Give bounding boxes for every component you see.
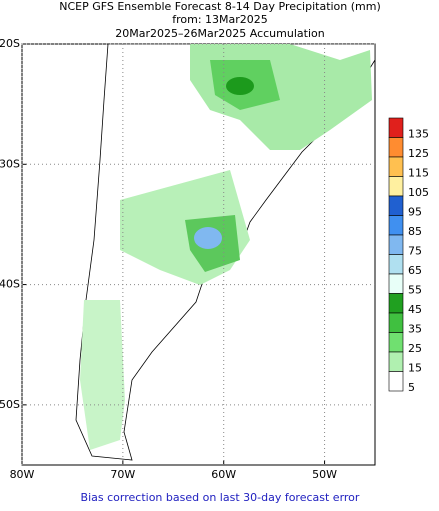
lat-label: 30S	[0, 157, 20, 170]
subtitle: from: 13Mar2025	[172, 13, 268, 26]
rain-area	[80, 300, 125, 450]
colorbar-label: 125	[408, 147, 429, 160]
colorbar-label: 95	[408, 206, 422, 219]
lat-label: 40S	[0, 278, 20, 291]
colorbar-label: 5	[408, 381, 415, 394]
period: 20Mar2025–26Mar2025 Accumulation	[115, 27, 324, 40]
colorbar-label: 135	[408, 128, 429, 141]
colorbar-label: 105	[408, 186, 429, 199]
colorbar-label: 15	[408, 362, 422, 375]
colorbar-label: 115	[408, 167, 429, 180]
lat-label: 50S	[0, 398, 20, 411]
lon-label: 70W	[110, 468, 135, 481]
colorbar-label: 75	[408, 245, 422, 258]
colorbar-box	[388, 351, 404, 372]
colorbar-box	[388, 312, 404, 333]
colorbar-label: 45	[408, 303, 422, 316]
rain-area	[194, 227, 222, 249]
colorbar-box	[388, 371, 404, 392]
colorbar-label: 35	[408, 323, 422, 336]
map	[21, 43, 376, 466]
colorbar-box	[388, 332, 404, 353]
colorbar-box	[388, 137, 404, 158]
colorbar-box	[388, 156, 404, 177]
lon-label: 60W	[211, 468, 236, 481]
colorbar-label: 55	[408, 284, 422, 297]
colorbar-box	[388, 215, 404, 236]
colorbar-box	[388, 117, 404, 138]
colorbar-box	[388, 195, 404, 216]
colorbar-box	[388, 176, 404, 197]
colorbar-label: 25	[408, 342, 422, 355]
lat-label: 20S	[0, 37, 20, 50]
footer: Bias correction based on last 30-day for…	[81, 491, 360, 504]
colorbar-label: 85	[408, 225, 422, 238]
lon-label: 80W	[10, 468, 35, 481]
lon-label: 50W	[312, 468, 337, 481]
colorbar-box	[388, 293, 404, 314]
colorbar-label: 65	[408, 264, 422, 277]
colorbar-box	[388, 273, 404, 294]
rain-area	[226, 77, 254, 95]
colorbar-box	[388, 254, 404, 275]
colorbar-box	[388, 234, 404, 255]
title: NCEP GFS Ensemble Forecast 8-14 Day Prec…	[59, 0, 381, 13]
